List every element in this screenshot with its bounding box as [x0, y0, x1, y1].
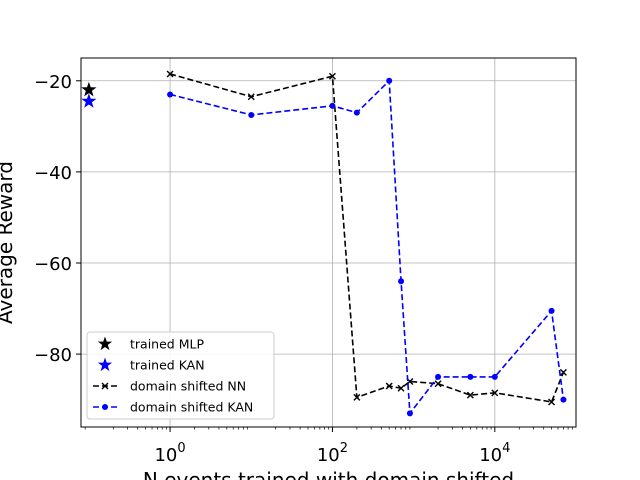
x-marker — [559, 368, 567, 376]
legend-star-marker — [97, 336, 113, 351]
x-marker — [466, 391, 474, 399]
dot-marker — [548, 307, 555, 314]
x-marker — [328, 72, 336, 80]
x-marker — [247, 93, 255, 101]
series-line — [169, 78, 565, 416]
star-marker — [81, 93, 97, 108]
legend-star-marker — [97, 357, 113, 372]
x-tick-exponent: 0 — [177, 441, 185, 456]
dot-marker — [353, 109, 360, 116]
x-tick-exponent: 4 — [502, 441, 510, 456]
x-tick-base: 10 — [154, 445, 177, 466]
x-tick-label: 104 — [479, 441, 510, 466]
y-tick-label: −80 — [34, 345, 72, 366]
x-ticks: 100 102 104 — [84, 427, 573, 466]
legend: trained MLP trained KAN domain shifted NN d… — [86, 331, 275, 420]
series-line — [169, 73, 565, 403]
x-marker — [491, 389, 499, 397]
star-marker — [81, 81, 97, 97]
y-ticks: −20 −40 −60 −80 — [34, 72, 81, 366]
y-tick-label: −40 — [34, 163, 72, 184]
series-trained-mlp — [81, 81, 97, 97]
y-axis-label: Average Reward — [0, 161, 17, 324]
y-tick-label: −60 — [34, 254, 72, 275]
legend-x-marker — [101, 382, 109, 390]
legend-box — [86, 331, 275, 420]
dot-marker — [167, 91, 174, 98]
x-tick-base: 10 — [317, 445, 340, 466]
legend-label: trained KAN — [130, 358, 205, 373]
series-layer — [81, 70, 567, 417]
legend-dot-marker — [102, 404, 108, 410]
x-tick-base: 10 — [479, 445, 502, 466]
series-domain-shifted-nn — [166, 70, 567, 406]
x-marker — [397, 384, 405, 392]
y-tick-label: −20 — [34, 72, 72, 93]
dot-marker — [386, 77, 393, 84]
legend-label: domain shifted NN — [130, 379, 246, 394]
dot-marker — [560, 396, 567, 403]
dot-marker — [329, 102, 336, 109]
x-axis-label: N events trained with domain shifted — [143, 468, 514, 480]
x-marker — [166, 70, 174, 78]
dot-marker — [435, 373, 442, 380]
x-tick-label: 100 — [154, 441, 185, 466]
dot-marker — [398, 278, 405, 285]
x-marker — [548, 398, 556, 406]
x-tick-exponent: 2 — [340, 441, 348, 456]
x-marker — [434, 380, 442, 388]
dot-marker — [406, 410, 413, 417]
x-marker — [353, 393, 361, 401]
x-tick-label: 102 — [317, 441, 348, 466]
series-trained-kan — [81, 93, 97, 108]
legend-label: domain shifted KAN — [130, 400, 253, 415]
dot-marker — [467, 373, 474, 380]
series-domain-shifted-kan — [167, 77, 567, 417]
x-marker — [385, 382, 393, 390]
dot-marker — [491, 373, 498, 380]
dot-marker — [248, 111, 255, 118]
legend-label: trained MLP — [130, 337, 204, 352]
